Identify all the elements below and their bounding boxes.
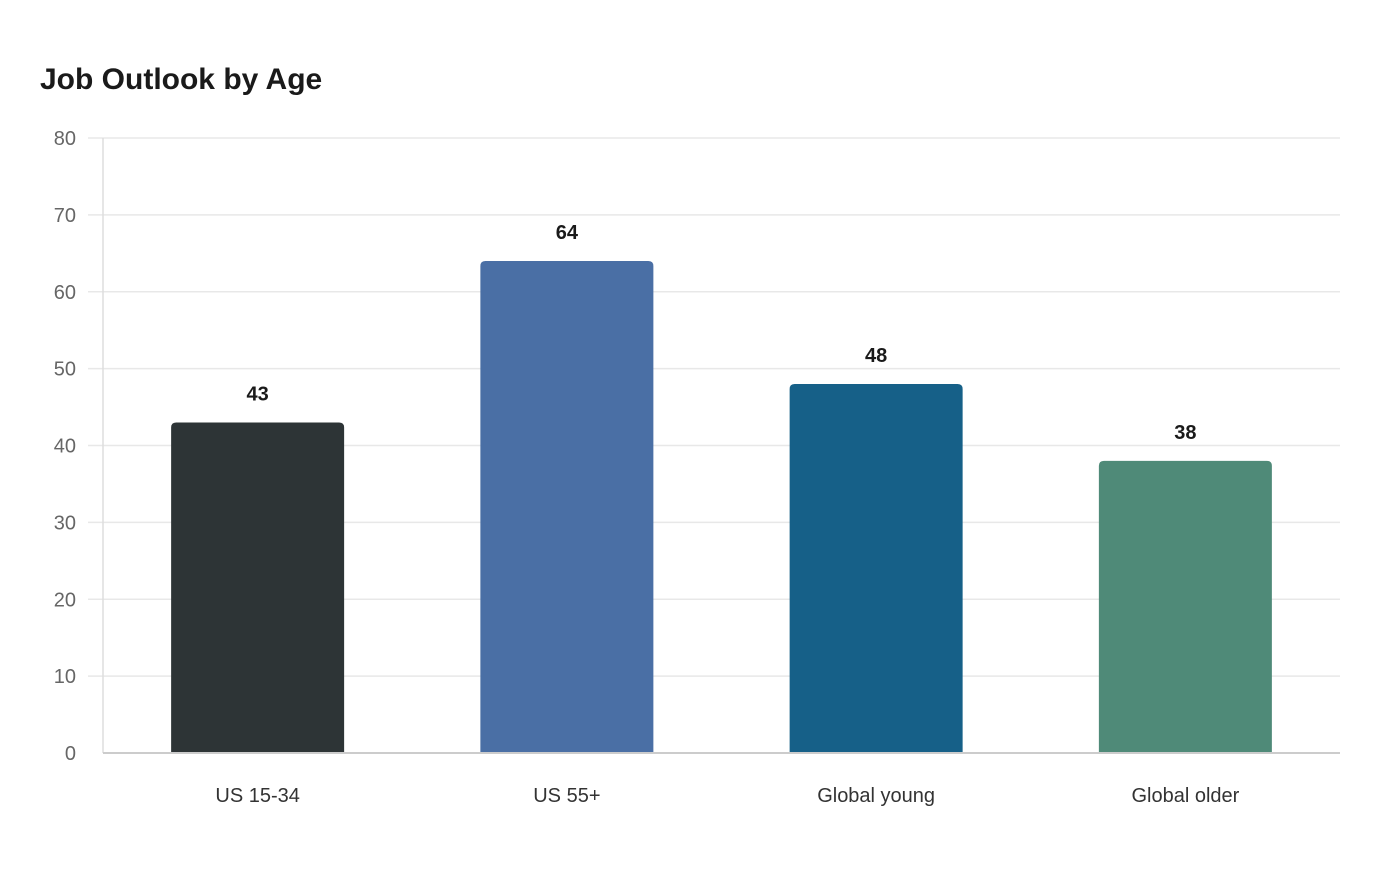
x-tick-label: US 55+ xyxy=(533,785,600,807)
chart-title: Job Outlook by Age xyxy=(40,63,323,96)
y-tick-label: 10 xyxy=(54,666,76,688)
bar-value-label: 48 xyxy=(865,345,887,367)
y-tick-label: 20 xyxy=(54,589,76,611)
bar xyxy=(789,384,963,753)
x-tick-label: Global young xyxy=(817,785,935,807)
bar xyxy=(1098,460,1272,753)
bar-value-label: 64 xyxy=(556,222,579,244)
x-tick-label: US 15-34 xyxy=(215,785,300,807)
y-tick-label: 80 xyxy=(54,128,76,150)
y-tick-label: 30 xyxy=(54,512,76,534)
x-axis-categories: US 15-34 US 55+ Global young Global older xyxy=(215,785,1239,807)
bar-value-label: 43 xyxy=(247,383,269,405)
bars xyxy=(171,261,1272,753)
value-labels: 43 64 48 38 xyxy=(247,222,1197,444)
bar xyxy=(480,261,654,753)
y-tick-label: 60 xyxy=(54,282,76,304)
x-tick-label: Global older xyxy=(1131,785,1239,807)
bar-value-label: 38 xyxy=(1174,422,1196,444)
y-tick-label: 70 xyxy=(54,205,76,227)
y-tick-label: 0 xyxy=(65,743,76,765)
y-axis-ticks: 0 10 20 30 40 50 60 70 80 xyxy=(54,128,76,765)
bar xyxy=(171,422,345,753)
y-tick-label: 50 xyxy=(54,359,76,381)
y-tick-label: 40 xyxy=(54,436,76,458)
